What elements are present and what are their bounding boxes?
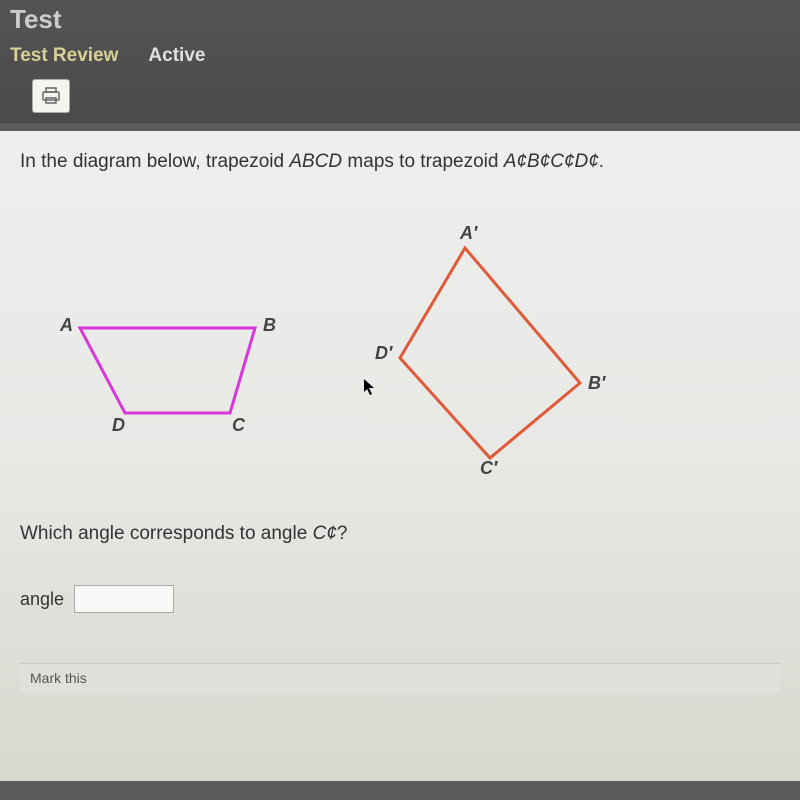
trapezoid-aprime: [400, 248, 580, 458]
question-suffix: ?: [337, 523, 348, 544]
prompt-shape1: ABCD: [289, 151, 342, 172]
label-b: B: [263, 315, 276, 336]
prompt-middle: maps to trapezoid: [342, 151, 504, 172]
prompt-shape2: A¢B¢C¢D¢: [504, 151, 599, 172]
label-c: C: [232, 415, 245, 436]
question-angle: C¢: [313, 523, 337, 544]
print-icon: [41, 87, 61, 105]
diagram-svg: [20, 203, 720, 493]
cursor-icon: [363, 378, 377, 401]
label-a: A: [60, 315, 73, 336]
page-title: Test: [10, 0, 790, 35]
trapezoid-abcd: [80, 328, 255, 413]
print-button[interactable]: [32, 79, 70, 113]
toolbar: [10, 79, 790, 113]
prompt-prefix: In the diagram below, trapezoid: [20, 151, 289, 172]
question-prefix: Which angle corresponds to angle: [20, 523, 313, 544]
footer-text: Mark this: [30, 670, 87, 686]
tabs: Test Review Active: [10, 45, 790, 67]
diagram: A B C D A′ B′ C′ D′: [20, 203, 780, 493]
label-d: D: [112, 415, 125, 436]
answer-input[interactable]: [74, 585, 174, 613]
tab-active[interactable]: Active: [148, 45, 205, 67]
prompt-suffix: .: [599, 151, 604, 172]
footer-strip: Mark this: [20, 663, 780, 693]
label-c-prime: C′: [480, 458, 497, 479]
content-area: In the diagram below, trapezoid ABCD map…: [0, 131, 800, 781]
answer-row: angle: [20, 585, 780, 613]
label-a-prime: A′: [460, 223, 477, 244]
label-b-prime: B′: [588, 373, 605, 394]
answer-label: angle: [20, 589, 64, 610]
label-d-prime: D′: [375, 343, 392, 364]
prompt-text: In the diagram below, trapezoid ABCD map…: [20, 151, 780, 173]
tab-review[interactable]: Test Review: [10, 45, 118, 67]
header: Test Test Review Active: [0, 0, 800, 123]
question-text: Which angle corresponds to angle C¢?: [20, 523, 780, 545]
